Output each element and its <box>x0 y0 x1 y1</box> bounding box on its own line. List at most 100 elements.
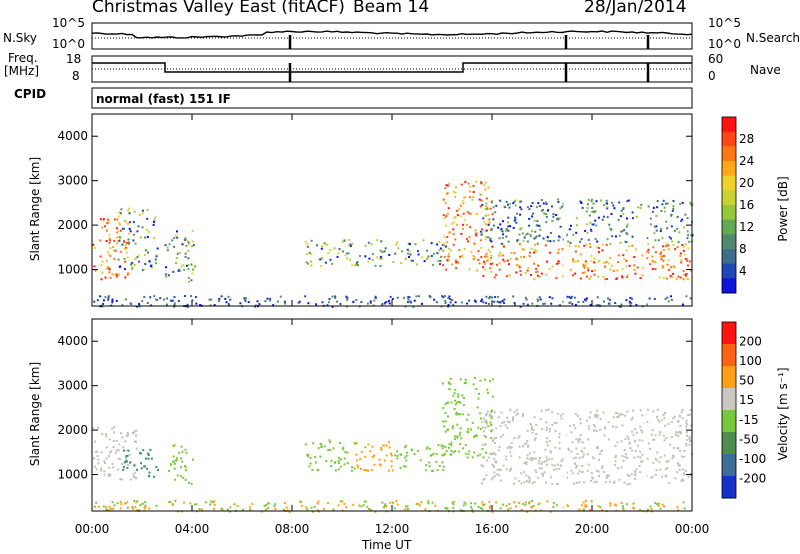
echo-cell <box>125 241 128 244</box>
echo-cell <box>479 507 482 509</box>
echo-cell <box>659 252 662 255</box>
echo-cell <box>359 255 361 257</box>
echo-cell <box>392 501 394 504</box>
echo-cell <box>489 421 492 424</box>
echo-cell <box>660 419 663 422</box>
echo-cell <box>472 258 475 261</box>
echo-cell <box>541 461 544 464</box>
echo-cell <box>339 465 342 468</box>
echo-cell <box>502 258 505 261</box>
echo-cell <box>683 226 686 229</box>
echo-cell <box>185 469 187 472</box>
echo-cell <box>670 225 673 228</box>
echo-cell <box>640 460 642 463</box>
echo-cell <box>496 295 499 298</box>
echo-cell <box>507 508 510 511</box>
echo-cell <box>683 450 686 452</box>
echo-cell <box>442 469 445 472</box>
echo-cell <box>444 412 447 414</box>
echo-cell <box>414 243 417 246</box>
echo-cell <box>396 296 399 299</box>
echo-cell <box>646 457 649 460</box>
echo-cell <box>195 503 198 506</box>
echo-cell <box>463 501 466 504</box>
echo-cell <box>153 475 156 478</box>
echo-cell <box>418 504 421 507</box>
echo-cell <box>485 202 488 205</box>
y-tick-label: 4000 <box>57 129 88 143</box>
echo-cell <box>529 423 532 425</box>
echo-cell <box>379 249 382 252</box>
echo-cell <box>110 507 113 510</box>
echo-cell <box>130 263 133 266</box>
echo-cell <box>602 275 605 278</box>
echo-cell <box>581 271 584 274</box>
echo-cell <box>509 257 512 260</box>
echo-cell <box>597 447 599 450</box>
echo-cell <box>404 456 407 459</box>
echo-cell <box>467 182 470 185</box>
echo-cell <box>634 477 636 480</box>
echo-cell <box>678 231 681 234</box>
echo-cell <box>590 200 593 203</box>
echo-cell <box>489 239 492 241</box>
echo-cell <box>183 464 186 467</box>
echo-cell <box>518 502 521 505</box>
echo-cell <box>128 227 131 230</box>
echo-cell <box>533 262 535 265</box>
echo-cell <box>508 263 510 266</box>
echo-cell <box>608 223 611 226</box>
echo-cell <box>541 473 544 476</box>
echo-cell <box>658 420 661 423</box>
echo-cell <box>165 266 167 269</box>
echo-cell <box>116 231 119 234</box>
echo-cell <box>382 444 385 447</box>
echo-cell <box>369 450 372 453</box>
echo-cell <box>594 425 597 428</box>
y-tick-label: 2000 <box>57 218 88 232</box>
echo-cell <box>544 244 547 247</box>
echo-cell <box>144 500 147 503</box>
echo-cell <box>630 302 633 305</box>
echo-cell <box>133 263 136 266</box>
echo-cell <box>597 251 600 254</box>
echo-cell <box>555 504 558 507</box>
echo-cell <box>487 214 490 216</box>
echo-cell <box>264 508 267 511</box>
echo-cell <box>540 199 543 201</box>
echo-cell <box>330 465 333 467</box>
echo-cell <box>584 505 587 508</box>
echo-cell <box>492 206 495 209</box>
echo-cell <box>535 206 538 209</box>
echo-cell <box>633 470 636 473</box>
echo-cell <box>555 422 558 425</box>
echo-cell <box>493 471 496 474</box>
echo-cell <box>531 215 534 218</box>
echo-cell <box>459 427 462 430</box>
echo-cell <box>575 447 578 450</box>
echo-cell <box>365 469 368 472</box>
echo-cell <box>488 218 491 221</box>
echo-cell <box>371 253 374 255</box>
echo-cell <box>484 435 487 438</box>
echo-cell <box>470 502 472 505</box>
echo-cell <box>519 270 522 273</box>
echo-cell <box>659 456 662 459</box>
echo-cell <box>228 304 231 306</box>
echo-cell <box>92 243 95 246</box>
echo-cell <box>526 454 529 457</box>
echo-cell <box>620 501 623 504</box>
echo-cell <box>119 500 122 503</box>
echo-cell <box>610 264 613 267</box>
echo-cell <box>105 508 108 511</box>
echo-cell <box>568 295 571 298</box>
echo-cell <box>526 457 529 460</box>
echo-cell <box>500 435 502 438</box>
echo-cell <box>439 259 442 262</box>
echo-cell <box>607 438 610 441</box>
echo-cell <box>581 441 584 444</box>
echo-cell <box>534 469 537 472</box>
echo-cell <box>503 260 506 263</box>
echo-cell <box>491 463 494 466</box>
echo-cell <box>181 243 184 246</box>
